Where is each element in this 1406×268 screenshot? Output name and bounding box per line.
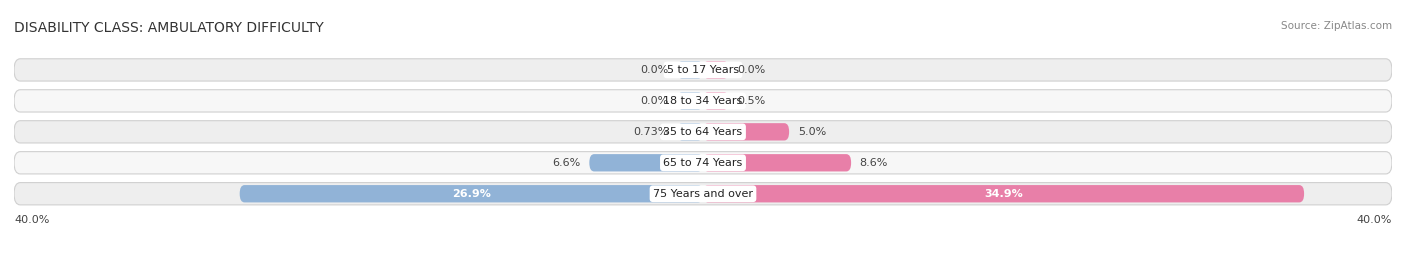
Text: 0.0%: 0.0% bbox=[738, 65, 766, 75]
Text: 0.0%: 0.0% bbox=[640, 65, 669, 75]
Text: 0.73%: 0.73% bbox=[633, 127, 669, 137]
Text: 26.9%: 26.9% bbox=[451, 189, 491, 199]
Text: 6.6%: 6.6% bbox=[553, 158, 581, 168]
Text: 5 to 17 Years: 5 to 17 Years bbox=[666, 65, 740, 75]
Text: 0.5%: 0.5% bbox=[738, 96, 766, 106]
Text: 8.6%: 8.6% bbox=[859, 158, 889, 168]
FancyBboxPatch shape bbox=[703, 154, 851, 172]
FancyBboxPatch shape bbox=[678, 92, 703, 110]
FancyBboxPatch shape bbox=[14, 90, 1392, 112]
Text: 34.9%: 34.9% bbox=[984, 189, 1024, 199]
FancyBboxPatch shape bbox=[678, 61, 703, 79]
FancyBboxPatch shape bbox=[703, 92, 728, 110]
Text: 35 to 64 Years: 35 to 64 Years bbox=[664, 127, 742, 137]
FancyBboxPatch shape bbox=[678, 123, 703, 140]
Text: 18 to 34 Years: 18 to 34 Years bbox=[664, 96, 742, 106]
FancyBboxPatch shape bbox=[703, 123, 789, 140]
Text: 65 to 74 Years: 65 to 74 Years bbox=[664, 158, 742, 168]
Text: Source: ZipAtlas.com: Source: ZipAtlas.com bbox=[1281, 21, 1392, 31]
FancyBboxPatch shape bbox=[14, 59, 1392, 81]
Text: 5.0%: 5.0% bbox=[797, 127, 825, 137]
FancyBboxPatch shape bbox=[703, 61, 728, 79]
FancyBboxPatch shape bbox=[239, 185, 703, 202]
FancyBboxPatch shape bbox=[14, 183, 1392, 205]
Text: 0.0%: 0.0% bbox=[640, 96, 669, 106]
Text: 40.0%: 40.0% bbox=[14, 215, 49, 225]
Text: 75 Years and over: 75 Years and over bbox=[652, 189, 754, 199]
FancyBboxPatch shape bbox=[14, 121, 1392, 143]
FancyBboxPatch shape bbox=[703, 185, 1305, 202]
FancyBboxPatch shape bbox=[14, 152, 1392, 174]
Text: DISABILITY CLASS: AMBULATORY DIFFICULTY: DISABILITY CLASS: AMBULATORY DIFFICULTY bbox=[14, 21, 323, 35]
Text: 40.0%: 40.0% bbox=[1357, 215, 1392, 225]
FancyBboxPatch shape bbox=[589, 154, 703, 172]
